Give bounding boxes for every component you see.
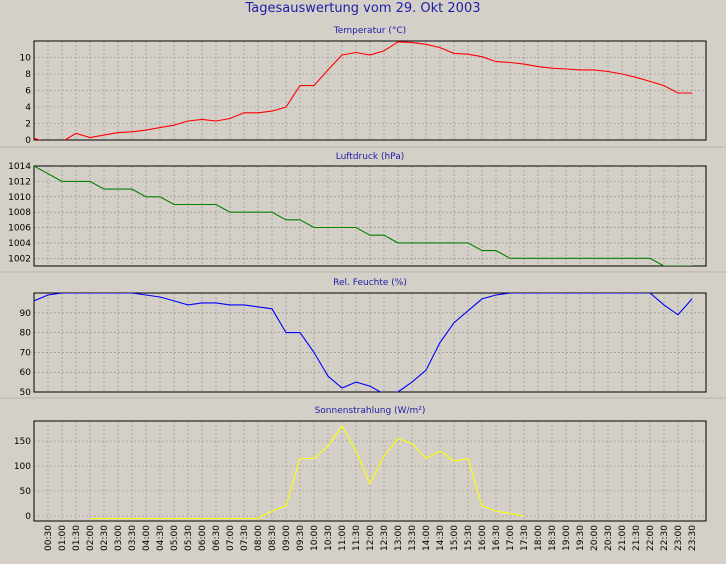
x-tick-label: 08:00 xyxy=(254,525,264,551)
x-tick-label: 14:30 xyxy=(436,525,446,551)
x-tick-label: 17:30 xyxy=(520,525,530,551)
y-tick-label: 100 xyxy=(14,462,31,472)
y-tick-label: 8 xyxy=(25,70,31,80)
x-tick-label: 15:30 xyxy=(464,525,474,551)
y-tick-label: 1014 xyxy=(8,162,31,172)
x-tick-label: 08:30 xyxy=(268,525,278,551)
series-line xyxy=(34,293,693,392)
x-tick-label: 22:00 xyxy=(646,525,656,551)
y-tick-label: 10 xyxy=(20,54,32,64)
plot-border xyxy=(33,40,707,141)
x-tick-label: 21:30 xyxy=(632,525,642,551)
x-tick-label: 00:30 xyxy=(44,525,54,551)
plot-border xyxy=(33,292,707,393)
panel-title: Temperatur (°C) xyxy=(333,26,406,36)
x-tick-label: 21:00 xyxy=(618,525,628,551)
y-tick-label: 70 xyxy=(20,348,32,358)
y-tick-label: 4 xyxy=(25,103,31,113)
x-tick-label: 09:30 xyxy=(296,525,306,551)
series-line xyxy=(34,41,692,140)
x-tick-label: 05:00 xyxy=(170,525,180,551)
y-tick-label: 0 xyxy=(25,136,31,146)
y-tick-label: 0 xyxy=(25,512,31,522)
panel-title: Sonnenstrahlung (W/m²) xyxy=(315,406,426,416)
x-tick-label: 04:00 xyxy=(142,525,152,551)
x-tick-label: 23:00 xyxy=(674,525,684,551)
x-tick-label: 10:00 xyxy=(310,525,320,551)
y-tick-label: 80 xyxy=(20,329,32,339)
plot-border xyxy=(33,165,707,267)
series-line xyxy=(34,166,692,266)
x-tick-label: 01:00 xyxy=(58,525,68,551)
y-tick-label: 1010 xyxy=(8,193,31,203)
x-tick-label: 02:00 xyxy=(86,525,96,551)
x-tick-label: 12:00 xyxy=(366,525,376,551)
x-tick-label: 18:00 xyxy=(534,525,544,551)
y-tick-label: 1002 xyxy=(8,254,31,264)
x-tick-label: 05:30 xyxy=(184,525,194,551)
x-tick-label: 20:00 xyxy=(590,525,600,551)
x-tick-label: 06:00 xyxy=(198,525,208,551)
x-tick-label: 19:30 xyxy=(576,525,586,551)
x-tick-label: 18:30 xyxy=(548,525,558,551)
x-tick-label: 16:00 xyxy=(478,525,488,551)
chart-panel: 1002 1004 1006 1008 1010 1012 1014 Luftdruck (h… xyxy=(8,152,707,267)
x-tick-label: 03:00 xyxy=(114,525,124,551)
x-tick-label: 15:00 xyxy=(450,525,460,551)
y-tick-label: 1004 xyxy=(8,239,31,249)
y-tick-label: 50 xyxy=(20,388,32,398)
y-tick-label: 50 xyxy=(20,487,32,497)
plot-border xyxy=(33,420,707,522)
x-tick-label: 13:00 xyxy=(394,525,404,551)
x-tick-label: 22:30 xyxy=(660,525,670,551)
y-tick-label: 60 xyxy=(20,368,32,378)
x-tick-label: 19:00 xyxy=(562,525,572,551)
x-tick-label: 16:30 xyxy=(492,525,502,551)
chart-panel: 0 2 4 6 8 10 Temperatur (°C) xyxy=(20,26,707,146)
y-tick-label: 90 xyxy=(20,309,32,319)
x-tick-label: 17:00 xyxy=(506,525,516,551)
y-tick-label: 2 xyxy=(25,120,31,130)
x-tick-label: 11:30 xyxy=(352,525,362,551)
x-tick-label: 04:30 xyxy=(156,525,166,551)
panel-title: Rel. Feuchte (%) xyxy=(333,278,407,288)
main-title: Tagesauswertung vom 29. Okt 2003 xyxy=(245,1,481,16)
x-tick-label: 01:30 xyxy=(72,525,82,551)
x-tick-label: 09:00 xyxy=(282,525,292,551)
x-tick-label: 12:30 xyxy=(380,525,390,551)
y-tick-label: 1008 xyxy=(8,208,31,218)
x-tick-label: 11:00 xyxy=(338,525,348,551)
chart-panel: 0 50 100 150 Sonnenstrahlung (W/m²) xyxy=(14,406,707,522)
x-tick-label: 07:00 xyxy=(226,525,236,551)
x-tick-label: 06:30 xyxy=(212,525,222,551)
series-line xyxy=(90,424,525,520)
x-tick-label: 23:30 xyxy=(688,525,698,551)
x-tick-label: 20:30 xyxy=(604,525,614,551)
panel-title: Luftdruck (hPa) xyxy=(336,152,405,162)
x-tick-label: 02:30 xyxy=(100,525,110,551)
x-tick-label: 13:30 xyxy=(408,525,418,551)
x-tick-label: 10:30 xyxy=(324,525,334,551)
x-tick-label: 03:30 xyxy=(128,525,138,551)
y-tick-label: 1006 xyxy=(8,224,31,234)
x-tick-label: 14:00 xyxy=(422,525,432,551)
chart-panel: 50 60 70 80 90 Rel. Feuchte (%) xyxy=(20,278,707,398)
x-tick-label: 07:30 xyxy=(240,525,250,551)
y-tick-label: 1012 xyxy=(8,177,31,187)
y-tick-label: 150 xyxy=(14,437,31,447)
y-tick-label: 6 xyxy=(25,87,31,97)
